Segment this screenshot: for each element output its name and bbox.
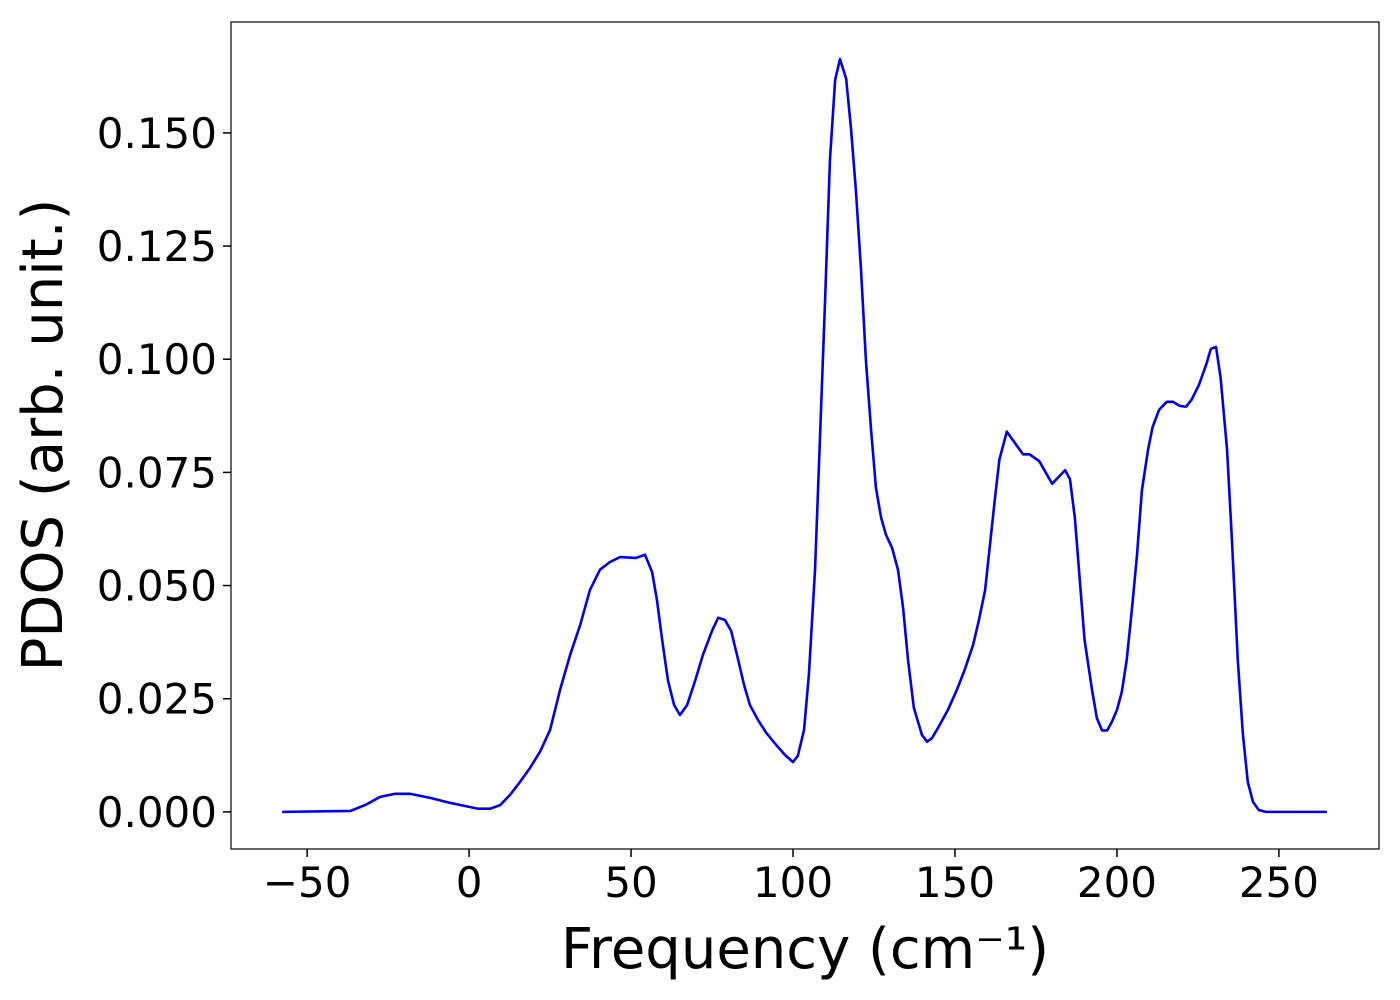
y-tick-label: 0.125 [97,222,217,271]
y-tick-label: 0.075 [97,448,217,497]
y-tick-label: 0.050 [97,562,217,611]
y-tick-label: 0.025 [97,675,217,724]
x-axis-label: Frequency (cm⁻¹) [561,917,1049,982]
y-tick-label: 0.100 [97,335,217,384]
x-tick-label: 200 [1077,858,1157,907]
x-tick-label: 250 [1239,858,1319,907]
y-tick-label: 0.000 [97,788,217,837]
y-axis-label: PDOS (arb. unit.) [11,199,76,672]
x-tick-label: −50 [263,858,352,907]
y-tick-label: 0.150 [97,109,217,158]
line [282,57,1327,814]
x-tick-label: 150 [915,858,995,907]
x-tick-label: 100 [753,858,833,907]
plot-frame [230,21,1380,850]
x-tick-label: 50 [604,858,657,907]
x-tick-label: 0 [456,858,483,907]
